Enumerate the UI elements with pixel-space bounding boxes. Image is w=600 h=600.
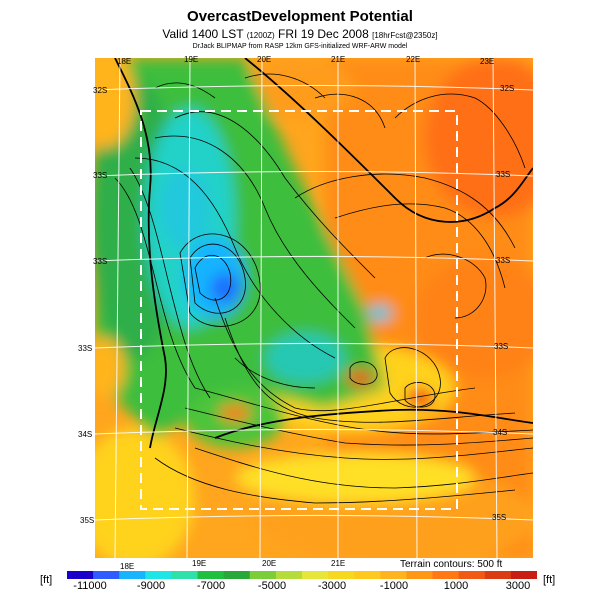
colorbar-swatch [510, 571, 537, 579]
valid-time-line: Valid 1400 LST (1200Z) FRI 19 Dec 2008 [… [0, 27, 600, 41]
colorbar-label-8: 3000 [505, 580, 531, 592]
lat-label-left-3: 33S [93, 257, 108, 266]
colorbar-swatch [119, 571, 146, 579]
colorbar-swatch [223, 571, 251, 579]
colorbar-swatch [171, 571, 199, 579]
lat-label-right-5: 34S [493, 428, 508, 437]
colorbar-label-4: -5000 [257, 580, 287, 592]
lon-label-top-20e: 20E [257, 55, 272, 64]
colorbar-swatch [458, 571, 486, 579]
lat-label-left-4: 33S [78, 344, 93, 353]
coastline [114, 58, 533, 449]
lat-label-left-6: 35S [80, 516, 95, 525]
lat-label-right-4: 33S [494, 342, 509, 351]
forecast-hour: [18hrFcst@2350z] [372, 31, 438, 40]
map-title: OvercastDevelopment Potential [187, 8, 413, 25]
colorbar-swatch [275, 571, 303, 579]
colorbar-swatch [354, 571, 381, 579]
colorbar-label-5: -3000 [317, 580, 347, 592]
lon-label-top-22e: 22E [406, 55, 421, 64]
valid-time: Valid 1400 LST [162, 27, 244, 41]
valid-time-utc: (1200Z) [246, 31, 275, 40]
colorbar-swatch [145, 571, 172, 579]
inner-domain-box [140, 110, 458, 510]
colorbar-label-2: -9000 [136, 580, 166, 592]
colorbar-swatch [197, 571, 225, 579]
lon-label-bottom-20e: 20E [262, 559, 277, 568]
colorbar-label-3: -7000 [196, 580, 226, 592]
colorbar-label-1: -11000 [73, 580, 107, 592]
colorbar-label-7: 1000 [443, 580, 469, 592]
model-description: DrJack BLIPMAP from RASP 12km GFS-initia… [192, 43, 408, 50]
colorbar-label-6: -1000 [379, 580, 409, 592]
lon-label-bottom-21e: 21E [331, 559, 346, 568]
colorbar-swatch [380, 571, 407, 579]
lon-label-top-19e: 19E [184, 55, 199, 64]
lon-label-bottom-18e: 18E [120, 562, 135, 571]
colorbar-swatch [484, 571, 512, 579]
lat-lon-grid [95, 58, 533, 558]
colorbar [67, 571, 537, 579]
colorbar-swatch [93, 571, 120, 579]
lon-label-top-18e: 18E [117, 57, 132, 66]
lat-label-right-3: 33S [496, 256, 511, 265]
forecast-date: FRI 19 Dec 2008 [278, 27, 369, 41]
colorbar-unit-left: [ft] [40, 574, 53, 586]
colorbar-swatch [328, 571, 355, 579]
terrain-contour-note: Terrain contours: 500 ft [400, 559, 503, 570]
lon-label-top-23e: 23E [480, 57, 495, 66]
lon-label-top-21e: 21E [331, 55, 346, 64]
colorbar-swatch [249, 571, 277, 579]
colorbar-swatch [302, 571, 329, 579]
lat-label-left-2: 33S [93, 171, 108, 180]
lon-label-bottom-19e: 19E [192, 559, 207, 568]
lat-label-right-2: 33S [496, 170, 511, 179]
colorbar-unit-right: [ft] [543, 574, 556, 586]
lat-label-right-6: 35S [492, 513, 507, 522]
lat-label-left-5: 34S [78, 430, 93, 439]
colorbar-swatch [406, 571, 434, 579]
colorbar-swatch [432, 571, 460, 579]
terrain-contours [114, 73, 533, 504]
lat-label-left-1: 32S [93, 86, 108, 95]
forecast-map [95, 58, 533, 558]
lat-label-right-1: 32S [500, 84, 515, 93]
colorbar-swatch [67, 571, 94, 579]
